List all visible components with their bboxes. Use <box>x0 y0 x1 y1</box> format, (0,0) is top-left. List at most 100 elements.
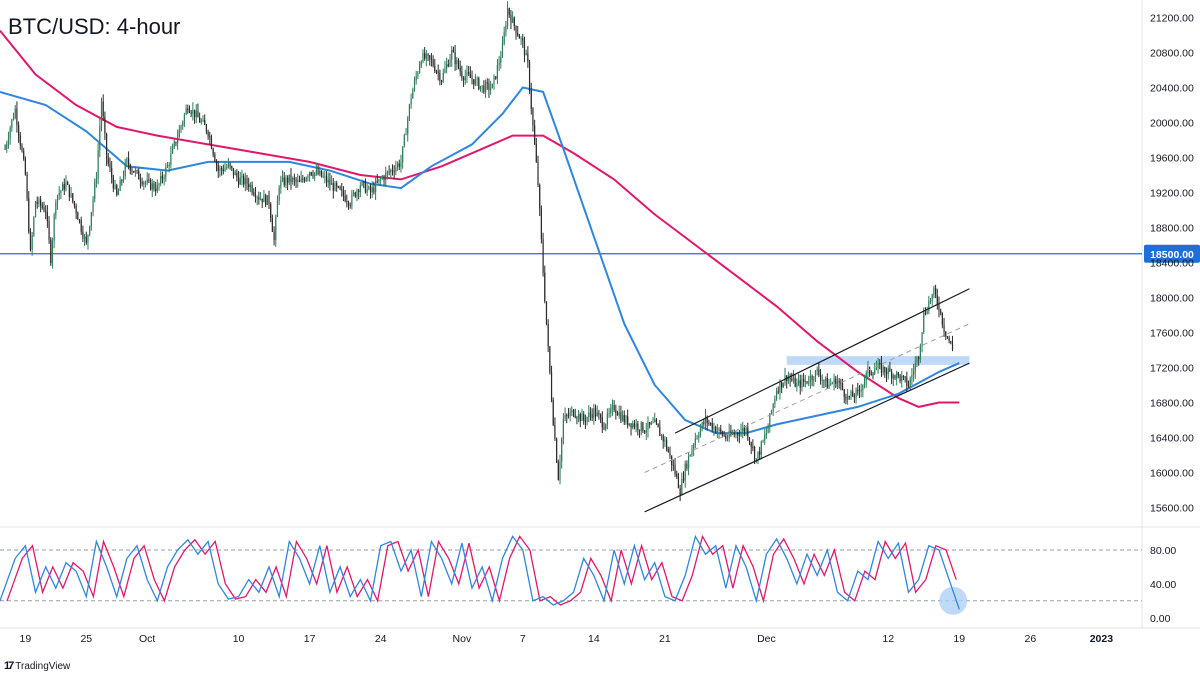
candle-body <box>248 183 250 188</box>
candle-body <box>80 220 82 232</box>
candle-body <box>520 38 522 40</box>
candle-body <box>398 163 400 167</box>
candle-body <box>510 14 512 23</box>
candle-body <box>56 195 59 203</box>
channel-mid-line <box>644 323 970 473</box>
candle-body <box>214 154 216 162</box>
candle-body <box>356 190 358 197</box>
candle-body <box>412 89 414 99</box>
candle-body <box>897 372 899 375</box>
candle-body <box>158 183 160 186</box>
candle-body <box>606 413 608 425</box>
candle-body <box>432 59 434 66</box>
candle-body <box>457 60 460 68</box>
candle-body <box>307 176 309 178</box>
candle-body <box>479 85 482 90</box>
candle-body <box>85 236 87 243</box>
candle-body <box>830 383 832 385</box>
candle-body <box>522 38 524 41</box>
candle-body <box>530 89 532 109</box>
candle-body <box>368 186 370 189</box>
candle-body <box>319 170 321 175</box>
candle-body <box>906 377 908 386</box>
candle-body <box>466 71 468 77</box>
time-tick-label: 24 <box>375 633 387 645</box>
candle-body <box>346 201 348 203</box>
candle-body <box>68 184 70 197</box>
candle-body <box>105 133 108 159</box>
candle-body <box>679 488 681 495</box>
candle-body <box>146 179 148 183</box>
candle-body <box>938 304 940 311</box>
candle-body <box>608 413 610 415</box>
candle-body <box>60 190 62 193</box>
candle-body <box>611 405 614 409</box>
candle-body <box>232 167 235 176</box>
candle-body <box>909 378 911 387</box>
candle-body <box>691 449 693 455</box>
candle-body <box>116 185 118 196</box>
candle-body <box>847 395 849 401</box>
candle-body <box>72 193 74 202</box>
candle-body <box>594 408 597 417</box>
candle-body <box>816 369 818 371</box>
candle-body <box>720 428 722 432</box>
candle-body <box>892 375 894 379</box>
candle-body <box>777 391 779 393</box>
candle-body <box>447 64 449 67</box>
candle-body <box>796 382 798 387</box>
candle-body <box>422 52 424 62</box>
candle-body <box>391 169 394 172</box>
price-tick-label: 21200.00 <box>1150 13 1194 25</box>
candle-body <box>259 198 262 200</box>
candle-body <box>195 110 197 118</box>
candle-body <box>193 109 196 118</box>
candle-body <box>643 431 646 433</box>
candle-body <box>484 82 487 93</box>
candle-body <box>616 413 619 416</box>
candle-body <box>725 435 727 439</box>
time-tick-label: 2023 <box>1090 633 1114 645</box>
candle-body <box>762 440 764 442</box>
candle-body <box>934 288 937 296</box>
candle-body <box>364 181 367 193</box>
candle-body <box>165 167 167 178</box>
candle-body <box>33 217 35 236</box>
candle-body <box>415 76 417 81</box>
candle-body <box>633 423 636 428</box>
candle-body <box>911 374 913 379</box>
candle-body <box>109 163 111 168</box>
candle-body <box>342 190 345 196</box>
candle-body <box>603 427 605 430</box>
candle-body <box>114 185 116 189</box>
candle-body <box>320 170 323 177</box>
candle-body <box>921 332 923 347</box>
time-tick-label: 14 <box>588 633 600 645</box>
candle-body <box>437 71 439 73</box>
candle-body <box>327 179 329 183</box>
candle-body <box>926 311 928 314</box>
candle-body <box>151 183 153 190</box>
candle-body <box>682 478 685 481</box>
candle-body <box>814 370 817 380</box>
candle-body <box>6 144 8 149</box>
candle-body <box>471 77 473 80</box>
candle-body <box>215 161 218 165</box>
candle-body <box>202 119 204 122</box>
candle-body <box>424 52 426 59</box>
stochastic-layer <box>0 534 1142 615</box>
candle-body <box>7 138 10 145</box>
candle-body <box>858 389 861 391</box>
candle-body <box>618 412 620 416</box>
candle-body <box>537 161 539 185</box>
price-tick-label: 18800.00 <box>1150 223 1194 235</box>
candle-body <box>83 236 86 239</box>
candle-body <box>490 88 492 91</box>
candle-body <box>647 422 649 431</box>
candle-body <box>295 179 297 182</box>
candle-body <box>554 425 556 439</box>
candle-body <box>131 170 133 172</box>
candle-body <box>258 197 260 200</box>
candle-body <box>882 366 884 373</box>
candle-body <box>535 144 537 162</box>
